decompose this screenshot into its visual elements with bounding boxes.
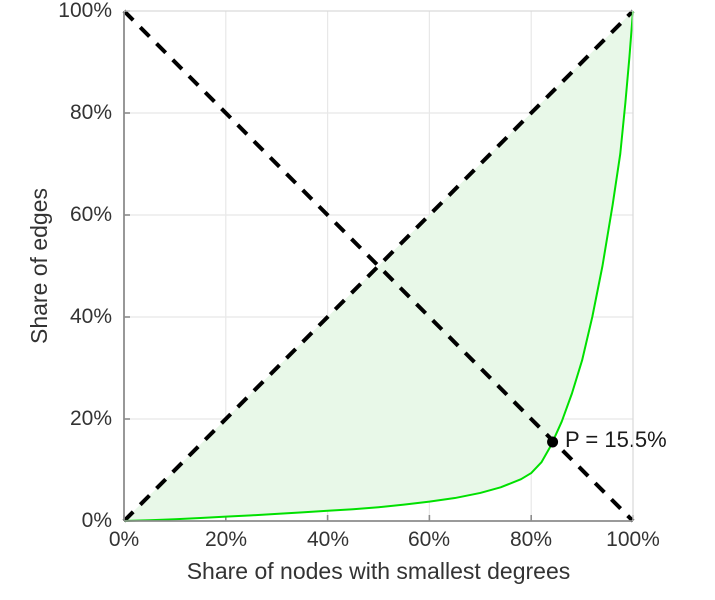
y-tick-label-2: 40% <box>69 305 112 328</box>
lorenz-curve-line <box>123 10 634 522</box>
x-axis-label: Share of nodes with smallest degrees <box>186 558 571 584</box>
x-tick-label-4: 80% <box>509 528 553 551</box>
y-tick-label-4: 80% <box>69 101 112 124</box>
palma-annotation: P = 15.5% <box>565 427 667 452</box>
y-tick-label-0: 0% <box>81 509 112 532</box>
x-tick-label-5: 100% <box>606 528 660 551</box>
x-tick-label-3: 60% <box>407 528 451 551</box>
y-tick-label-5: 100% <box>58 0 112 22</box>
reference-lines <box>122 9 635 523</box>
y-axis-tick-labels: 0% 20% 40% 60% 80% 100% <box>0 0 112 600</box>
y-tick-label-1: 20% <box>69 407 112 430</box>
intersection-marker <box>547 436 559 448</box>
x-tick-label-0: 0% <box>108 528 140 551</box>
x-tick-label-2: 40% <box>306 528 350 551</box>
axis-box <box>123 10 634 522</box>
y-tick-label-3: 60% <box>69 203 112 226</box>
x-tick-label-1: 20% <box>204 528 248 551</box>
